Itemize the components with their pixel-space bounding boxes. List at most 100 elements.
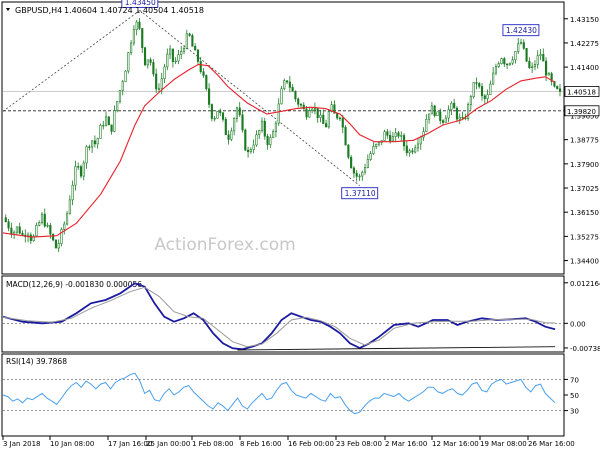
time-tick-label: 12 Mar 16:00 bbox=[432, 440, 479, 448]
price-tick-label: 1.41400 bbox=[570, 64, 599, 72]
candle-body bbox=[118, 90, 122, 102]
candle-body bbox=[7, 221, 10, 229]
candle-body bbox=[419, 136, 422, 145]
candle-body bbox=[202, 71, 205, 76]
candle-body bbox=[121, 81, 124, 91]
candle-body bbox=[533, 64, 537, 68]
candle-body bbox=[135, 21, 138, 31]
candle-body bbox=[233, 118, 236, 132]
candle-body bbox=[130, 42, 133, 53]
candle-body bbox=[428, 113, 431, 120]
candle-body bbox=[35, 225, 38, 237]
candle-body bbox=[291, 87, 294, 92]
candle-body bbox=[333, 104, 336, 114]
candle-body bbox=[545, 60, 548, 76]
symbol-label: GBPUSD,H4 bbox=[15, 6, 62, 15]
candle-body bbox=[547, 73, 550, 76]
candle-body bbox=[366, 159, 369, 168]
candle-body bbox=[32, 235, 35, 241]
candle-body bbox=[439, 111, 442, 121]
candle-body bbox=[40, 213, 44, 223]
candle-body bbox=[372, 146, 375, 154]
candle-body bbox=[227, 134, 230, 140]
candle-body bbox=[199, 61, 202, 73]
candle-body bbox=[494, 66, 498, 74]
macd-title: MACD(12,26,9) -0.001830 0.000056 bbox=[6, 280, 142, 289]
candle-body bbox=[408, 150, 411, 154]
candle-body bbox=[77, 166, 80, 168]
candle-body bbox=[274, 122, 277, 132]
candle-body bbox=[283, 80, 286, 90]
chart-header: GBPUSD,H4 1.40604 1.40724 1.40504 1.4051… bbox=[15, 6, 204, 15]
candle-body bbox=[528, 60, 531, 68]
macd-signal-line bbox=[2, 286, 556, 348]
level-label-box bbox=[564, 105, 600, 117]
macd-panel-frame bbox=[1, 275, 565, 353]
candle-body bbox=[63, 223, 66, 230]
candle-body bbox=[46, 225, 49, 227]
macd-panel: MACD(12,26,9) -0.001830 0.000056 0.012164… bbox=[2, 280, 600, 353]
candle-body bbox=[177, 54, 180, 62]
candle-body bbox=[436, 111, 439, 117]
price-tick-label: 1.39650 bbox=[570, 112, 599, 120]
candle-body bbox=[277, 103, 280, 124]
candle-body bbox=[57, 243, 60, 249]
candle-body bbox=[503, 58, 506, 65]
candle-body bbox=[336, 113, 339, 119]
rsi-panel: RSI(14) 39.7868 70 50 30 bbox=[2, 357, 579, 416]
rsi-title: RSI(14) 39.7868 bbox=[6, 357, 67, 366]
candle-body bbox=[469, 96, 472, 105]
candle-body bbox=[157, 88, 161, 90]
candle-body bbox=[138, 21, 141, 29]
candle-body bbox=[93, 140, 96, 145]
candle-body bbox=[235, 107, 239, 119]
candle-body bbox=[308, 110, 311, 118]
candle-body bbox=[508, 62, 511, 66]
candle-body bbox=[397, 132, 400, 137]
macd-tick-label: 0.00 bbox=[570, 320, 586, 328]
candle-body bbox=[338, 117, 342, 120]
current-price-box bbox=[564, 86, 600, 97]
candle-body bbox=[185, 33, 188, 49]
candle-body bbox=[522, 42, 525, 49]
candle-body bbox=[288, 81, 291, 88]
candle-body bbox=[550, 73, 553, 82]
macd-tick-label: 0.012164 bbox=[570, 280, 600, 288]
candle-body bbox=[344, 126, 347, 146]
candle-body bbox=[74, 166, 77, 186]
rsi-tick-label: 30 bbox=[570, 408, 579, 416]
candle-body bbox=[500, 58, 503, 64]
candle-body bbox=[519, 42, 523, 45]
candle-body bbox=[430, 105, 433, 115]
candle-body bbox=[263, 120, 266, 137]
candle-body bbox=[213, 117, 216, 120]
candle-body bbox=[358, 175, 361, 178]
candle-body bbox=[49, 225, 52, 235]
candle-body bbox=[444, 117, 447, 123]
candle-body bbox=[224, 119, 227, 136]
ohlc-label: 1.40604 1.40724 1.40504 1.40518 bbox=[64, 6, 204, 15]
time-tick-label: 26 Mar 16:00 bbox=[528, 440, 575, 448]
candle-body bbox=[96, 138, 99, 145]
candle-body bbox=[405, 145, 408, 154]
price-tick-label: 1.42275 bbox=[570, 40, 599, 48]
candle-body bbox=[104, 116, 108, 126]
candle-body bbox=[266, 135, 269, 145]
rsi-tick-label: 50 bbox=[570, 392, 579, 400]
candle-body bbox=[230, 130, 233, 140]
candle-body bbox=[472, 82, 475, 98]
candle-body bbox=[352, 167, 355, 174]
candle-body bbox=[383, 131, 386, 141]
peak-label: 1.43450 bbox=[125, 0, 156, 7]
candle-body bbox=[221, 112, 225, 120]
candle-body bbox=[363, 167, 367, 173]
candle-body bbox=[196, 49, 200, 62]
level-label: 1.39820 bbox=[567, 108, 596, 116]
candle-body bbox=[542, 54, 545, 62]
candle-body bbox=[514, 51, 517, 61]
candle-body bbox=[188, 33, 191, 36]
